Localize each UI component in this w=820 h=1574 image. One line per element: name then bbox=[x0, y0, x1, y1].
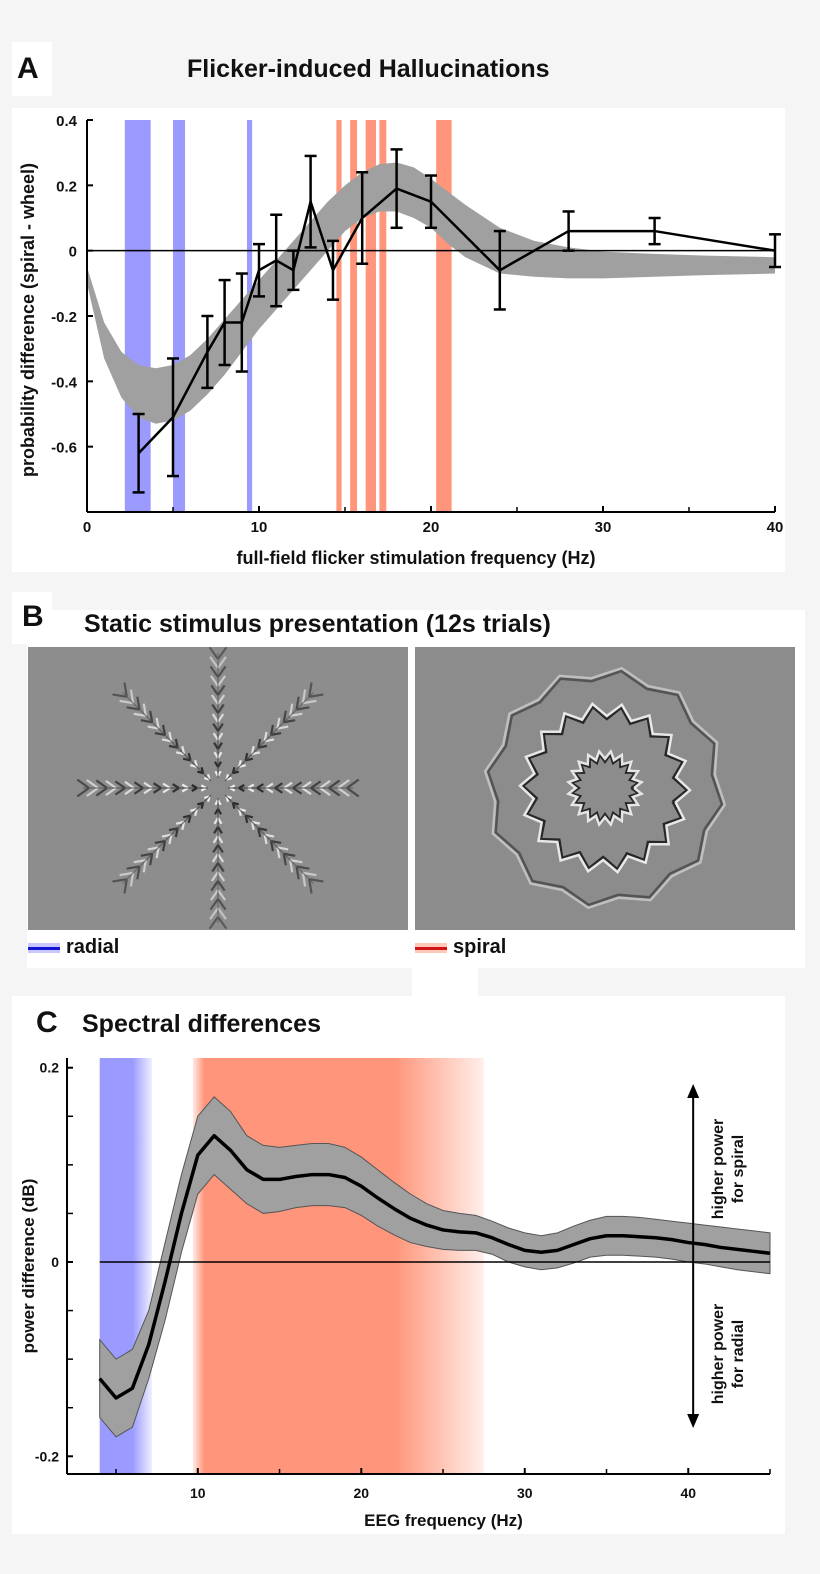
y-tick-label: -0.4 bbox=[51, 374, 78, 391]
x-tick-label: 30 bbox=[595, 519, 612, 536]
panel-b-title: Static stimulus presentation (12s trials… bbox=[84, 610, 551, 638]
error-bar bbox=[270, 213, 283, 308]
band-spiral-6 bbox=[379, 120, 387, 512]
error-bar bbox=[326, 239, 339, 301]
error-bar bbox=[287, 249, 300, 292]
error-bar bbox=[493, 229, 506, 311]
error-bar bbox=[218, 278, 231, 367]
y-tick-label: 0.2 bbox=[40, 1060, 60, 1076]
y-axis-label: power difference (dB) bbox=[19, 1179, 38, 1354]
y-tick-label: -0.2 bbox=[51, 309, 77, 326]
annotation-line: higher power bbox=[710, 1119, 727, 1219]
panel-b-gap-strip bbox=[412, 968, 478, 998]
annotation-line: for spiral bbox=[730, 1135, 747, 1203]
error-bar bbox=[648, 216, 661, 246]
spiral-swatch-icon bbox=[415, 942, 447, 953]
spiral-ring-dark bbox=[486, 669, 724, 907]
spiral-ring-dark bbox=[521, 704, 689, 872]
spiral-stimulus-image bbox=[415, 647, 795, 930]
spiral-ring-light bbox=[565, 748, 645, 828]
y-tick-label: 0 bbox=[51, 1254, 59, 1270]
annotation-radial: higher power for radial bbox=[710, 1304, 747, 1404]
y-tick-label: -0.6 bbox=[51, 440, 77, 457]
band-spiral-5 bbox=[365, 120, 376, 512]
arrow-up-icon bbox=[687, 1084, 700, 1098]
spiral-stimulus-pattern bbox=[415, 647, 795, 930]
panel-a-title: Flicker-induced Hallucinations bbox=[187, 55, 550, 83]
error-bar bbox=[304, 154, 317, 249]
error-bar bbox=[425, 174, 437, 230]
spiral-ring-light bbox=[518, 702, 692, 874]
x-tick-label: 0 bbox=[83, 519, 91, 536]
band-spiral-3 bbox=[336, 120, 342, 512]
panel-c-title: Spectral differences bbox=[82, 1010, 321, 1038]
legend-spiral: spiral bbox=[415, 936, 506, 959]
legend-radial-label: radial bbox=[66, 936, 120, 958]
error-bar bbox=[235, 272, 248, 373]
legend-radial: radial bbox=[28, 936, 119, 959]
band-spiral-4 bbox=[350, 120, 358, 512]
panel-a-plot-area: 0.4 0.2 0 -0.2 -0.4 -0.6 0 10 20 30 40 full-field f… bbox=[12, 108, 785, 572]
radial-stimulus-image bbox=[28, 647, 408, 930]
legend-spiral-label: spiral bbox=[453, 936, 507, 958]
y-tick-label: 0 bbox=[69, 244, 77, 261]
y-tick-label: -0.2 bbox=[35, 1448, 59, 1464]
x-tick-label: 30 bbox=[517, 1485, 533, 1501]
annotation-line: for radial bbox=[730, 1320, 747, 1388]
error-bar bbox=[356, 171, 369, 265]
arrow-down-icon bbox=[687, 1414, 700, 1428]
y-tick-label: 0.2 bbox=[56, 178, 77, 195]
y-tick-label: 0.4 bbox=[56, 113, 78, 130]
panel-a-label: A bbox=[17, 52, 39, 85]
x-tick-label: 20 bbox=[423, 519, 440, 536]
panel-b-label: B bbox=[22, 600, 44, 633]
spiral-ring-dark bbox=[568, 751, 642, 825]
x-tick-label: 40 bbox=[680, 1485, 696, 1501]
x-tick-label: 20 bbox=[353, 1485, 369, 1501]
x-tick-label: 10 bbox=[251, 519, 268, 536]
y-axis-label: probability difference (spiral - wheel) bbox=[18, 163, 38, 477]
error-bar bbox=[253, 242, 265, 298]
error-bar bbox=[201, 314, 214, 390]
panel-c-plot-area: 0.2 0 -0.2 10 20 30 40 EEG frequency (Hz) power … bbox=[12, 996, 785, 1534]
radial-swatch-icon bbox=[28, 942, 60, 953]
band-spiral-7 bbox=[436, 120, 452, 512]
radial-stimulus-pattern bbox=[28, 647, 408, 930]
panel-c-label: C bbox=[36, 1006, 58, 1039]
band-radial-1 bbox=[173, 120, 186, 512]
x-tick-label: 40 bbox=[767, 519, 784, 536]
error-bar bbox=[132, 412, 145, 494]
chart-a: 0.4 0.2 0 -0.2 -0.4 -0.6 0 10 20 30 40 full-field f… bbox=[18, 113, 784, 568]
chart-c: 0.2 0 -0.2 10 20 30 40 EEG frequency (Hz) power … bbox=[19, 1058, 771, 1530]
confidence-band bbox=[99, 1096, 771, 1438]
panel-a-label-box bbox=[12, 42, 52, 96]
x-axis-label: full-field flicker stimulation frequency… bbox=[236, 548, 595, 568]
annotation-line: higher power bbox=[710, 1304, 727, 1404]
error-bar bbox=[390, 148, 403, 230]
spiral-ring-light bbox=[483, 666, 727, 910]
mean-line bbox=[98, 1133, 771, 1400]
error-bar bbox=[562, 210, 575, 252]
x-tick-label: 10 bbox=[190, 1485, 206, 1501]
x-axis-label: EEG frequency (Hz) bbox=[364, 1511, 523, 1530]
annotation-spiral: higher power for spiral bbox=[710, 1119, 747, 1219]
error-bar bbox=[769, 233, 781, 269]
error-bar bbox=[167, 357, 179, 478]
